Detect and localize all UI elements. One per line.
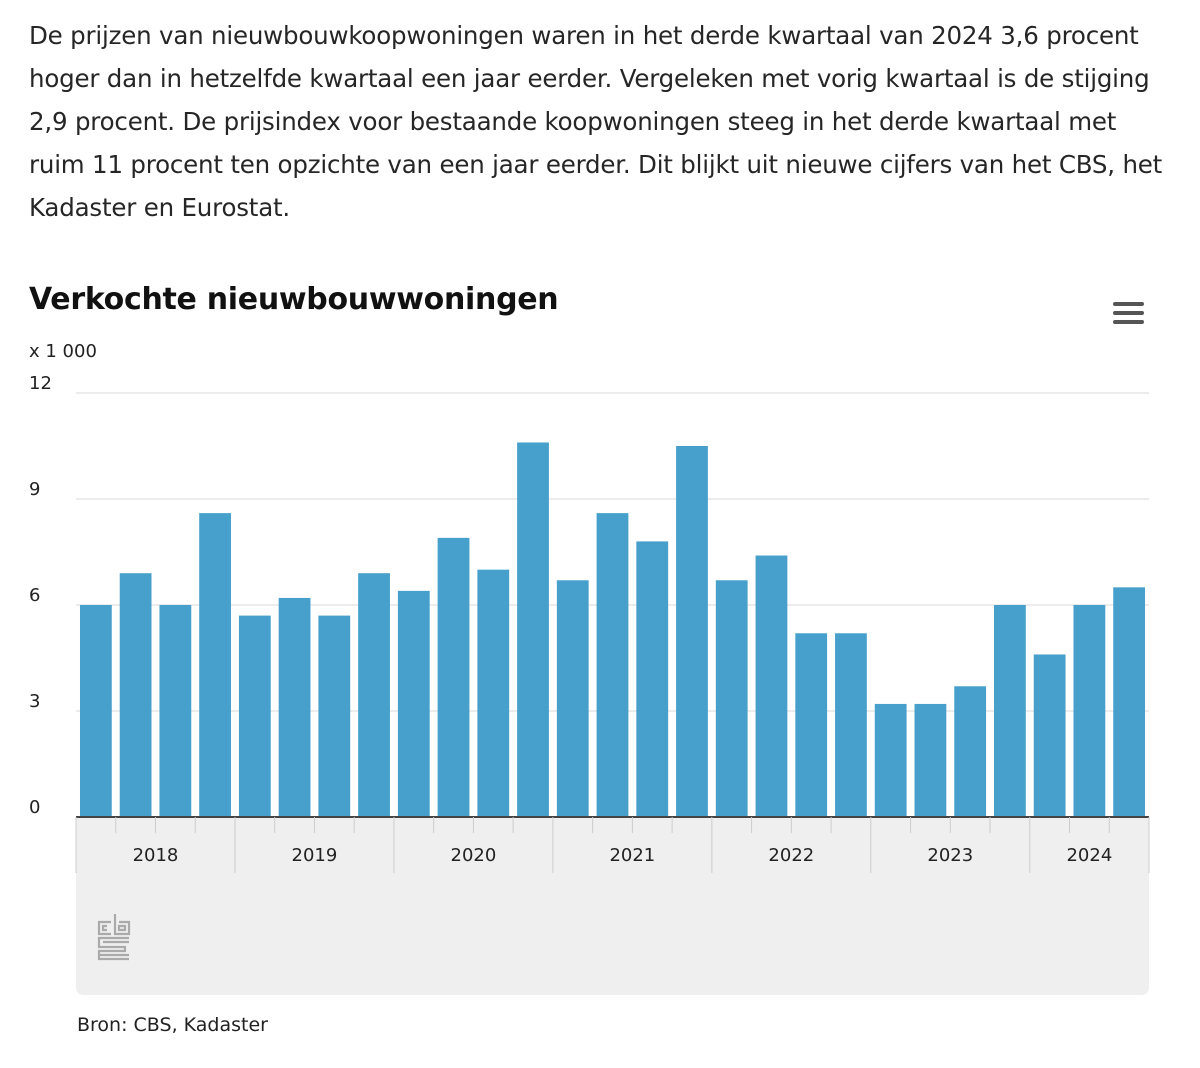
bar: 2023 Q1: 3.2 <box>874 703 907 817</box>
bar: 2021 Q3: 7.8 <box>636 541 669 817</box>
y-tick-label: 3 <box>29 691 40 712</box>
x-tick-label: 2020 <box>451 845 497 866</box>
chart-title: Verkochte nieuwbouwwoningen <box>29 282 559 317</box>
bar: 2019 Q1: 5.7 <box>238 615 271 817</box>
xaxis-band <box>76 817 1149 995</box>
bar: 2019 Q4: 6.9 <box>358 573 390 817</box>
bar: 2023 Q3: 3.7 <box>954 686 987 817</box>
bar: 2021 Q4: 10.5 <box>676 446 708 817</box>
x-tick-label: 2019 <box>292 845 338 866</box>
intro-paragraph: De prijzen van nieuwbouwkoopwoningen war… <box>29 21 1163 222</box>
y-axis-ticks: 0 3 6 9 12 <box>29 373 52 818</box>
bar: 2022 Q1: 6.7 <box>715 580 748 817</box>
x-tick-label: 2022 <box>768 845 814 866</box>
bar: 2018 Q1: 6 <box>79 605 112 817</box>
cbs-logo-icon: cbs <box>97 914 131 961</box>
bars: 2018 Q1: 62018 Q2: 6.92018 Q3: 62018 Q4:… <box>79 442 1146 817</box>
bar: 2020 Q4: 10.6 <box>517 442 549 817</box>
bar: 2019 Q3: 5.7 <box>318 615 351 817</box>
bar: 2022 Q4: 5.2 <box>835 633 867 817</box>
bar: 2018 Q3: 6 <box>159 605 192 817</box>
bar: 2018 Q4: 8.6 <box>199 513 231 817</box>
source-note: Bron: CBS, Kadaster <box>77 1014 268 1036</box>
bar: 2024 Q1: 4.6 <box>1033 654 1066 817</box>
bar: 2020 Q3: 7 <box>477 569 510 817</box>
bar: 2020 Q2: 7.9 <box>437 537 470 817</box>
x-tick-label: 2024 <box>1066 845 1112 866</box>
x-tick-label: 2023 <box>927 845 973 866</box>
hamburger-icon-line <box>1113 320 1144 324</box>
bar: 2023 Q4: 6 <box>994 605 1026 817</box>
hamburger-icon-line <box>1113 311 1144 315</box>
bar: 2019 Q2: 6.2 <box>278 597 311 817</box>
bar: 2024 Q3: 6.5 <box>1113 587 1146 817</box>
x-tick-label: 2021 <box>609 845 655 866</box>
bar: 2021 Q1: 6.7 <box>556 580 589 817</box>
y-tick-label: 6 <box>29 585 40 606</box>
bar: 2020 Q1: 6.4 <box>397 590 430 817</box>
bar: 2022 Q3: 5.2 <box>795 633 828 817</box>
bar: 2021 Q2: 8.6 <box>596 513 629 817</box>
y-tick-label: 0 <box>29 797 40 818</box>
hamburger-icon-line <box>1113 302 1144 306</box>
bar: 2018 Q2: 6.9 <box>119 573 152 817</box>
x-tick-label: 2018 <box>133 845 179 866</box>
bar: 2024 Q2: 6 <box>1073 605 1106 817</box>
xaxis-band-group <box>76 817 1149 995</box>
x-axis: 2018 2019 2020 2021 2022 2023 2024 <box>75 816 1150 873</box>
bar: 2022 Q2: 7.4 <box>755 555 788 817</box>
y-tick-label: 9 <box>29 479 40 500</box>
y-unit-label: x 1 000 <box>29 341 97 362</box>
y-tick-label: 12 <box>29 373 52 394</box>
bar: 2023 Q2: 3.2 <box>914 703 947 817</box>
chart-menu-button[interactable] <box>1108 298 1148 330</box>
